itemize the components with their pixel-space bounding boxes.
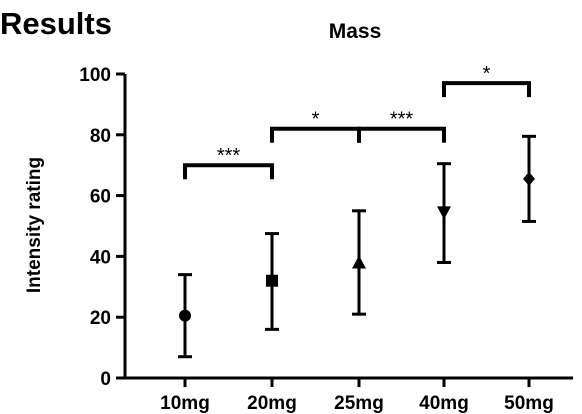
x-tick-label-40mg: 40mg bbox=[419, 393, 469, 414]
data-point-10mg bbox=[179, 309, 191, 322]
results-heading: Results bbox=[0, 6, 112, 41]
data-point-20mg bbox=[266, 274, 278, 287]
x-tick-label-20mg: 20mg bbox=[247, 393, 297, 414]
y-tick-label-0: 0 bbox=[100, 369, 111, 390]
significance-bracket-1 bbox=[270, 126, 361, 143]
significance-label-3: * bbox=[483, 63, 491, 85]
y-tick-label-20: 20 bbox=[90, 308, 111, 329]
significance-label-2: *** bbox=[390, 109, 414, 131]
x-tick-label-25mg: 25mg bbox=[334, 393, 384, 414]
y-tick-label-60: 60 bbox=[90, 187, 111, 208]
x-tick-label-50mg: 50mg bbox=[504, 393, 554, 414]
significance-label-1: * bbox=[312, 109, 320, 131]
y-tick-label-80: 80 bbox=[90, 126, 111, 147]
y-axis-label: Intensity rating bbox=[24, 157, 45, 293]
significance-bracket-2 bbox=[357, 126, 446, 143]
significance-bracket-0 bbox=[183, 163, 274, 180]
data-point-50mg bbox=[523, 171, 535, 186]
y-tick-label-100: 100 bbox=[79, 65, 111, 86]
y-tick-label-40: 40 bbox=[90, 247, 111, 268]
significance-bracket-3 bbox=[442, 81, 531, 98]
data-point-40mg bbox=[437, 206, 451, 220]
x-tick-label-10mg: 10mg bbox=[160, 393, 210, 414]
chart-title: Mass bbox=[329, 20, 382, 43]
significance-label-0: *** bbox=[217, 145, 241, 167]
data-point-25mg bbox=[352, 255, 366, 269]
